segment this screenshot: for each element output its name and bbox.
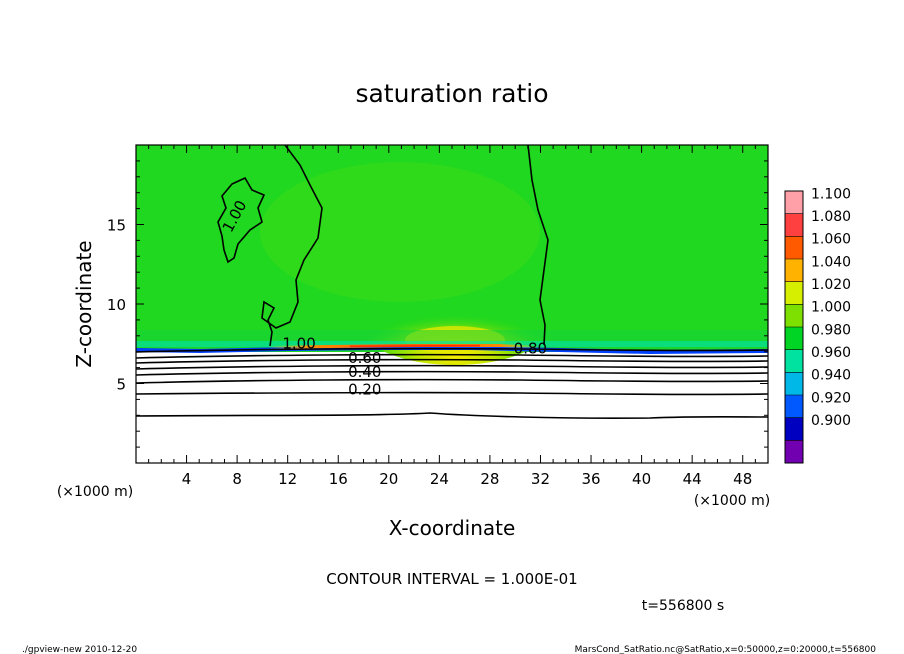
- contour-label: 0.40: [348, 363, 381, 381]
- colorbar-level-label: 1.060: [811, 232, 851, 248]
- colorbar-swatch: [785, 349, 803, 373]
- contour-label: 0.20: [348, 381, 381, 399]
- y-tick-label: 15: [107, 217, 126, 235]
- colorbar-level-label: 1.020: [811, 277, 851, 293]
- colorbar-level-label: 0.940: [811, 368, 851, 384]
- colorbar-level-label: 1.080: [811, 209, 851, 225]
- time-text: t=556800 s: [642, 598, 724, 614]
- colorbar-swatch: [785, 259, 803, 283]
- contour-left-1.00: [261, 145, 323, 347]
- x-unit-right: (×1000 m): [694, 493, 770, 509]
- x-tick-label: 48: [733, 470, 752, 488]
- contour-0.50: [136, 364, 768, 370]
- colorbar-level-label: 0.960: [811, 345, 851, 361]
- x-tick-label: 16: [329, 470, 348, 488]
- contour-0.10: [136, 412, 768, 419]
- contour-label: 0.80: [514, 339, 547, 357]
- x-tick-label: 28: [480, 470, 499, 488]
- colorbar-swatch: [785, 417, 803, 441]
- x-tick-label: 40: [632, 470, 651, 488]
- contour-closed-1.00: [217, 176, 266, 264]
- colorbar-swatch: [785, 372, 803, 396]
- footer-left: ./gpview-new 2010-12-20: [22, 645, 137, 654]
- colorbar: 1.100 1.080 1.060 1.040 1.020 1.000 0.980 0.960…: [784, 186, 851, 464]
- contour-lines: [136, 145, 768, 419]
- x-unit-left: (×1000 m): [57, 484, 133, 500]
- colorbar-level-label: 1.040: [811, 254, 851, 270]
- contour-right-1.00: [527, 145, 549, 346]
- x-axis-label: X-coordinate: [389, 516, 516, 540]
- colorbar-swatch: [785, 327, 803, 351]
- contour-0.60: [136, 358, 768, 364]
- contour-0.30: [136, 378, 768, 384]
- y-tick-label: 10: [107, 296, 126, 314]
- contour-label: 1.00: [282, 335, 315, 353]
- x-tick-label: 24: [430, 470, 449, 488]
- x-tick-label: 4: [182, 470, 192, 488]
- colorbar-level-label: 1.000: [811, 300, 851, 316]
- contour-label: 0.60: [348, 349, 381, 367]
- x-tick-label: 36: [581, 470, 600, 488]
- colorbar-swatch: [785, 213, 803, 237]
- colorbar-swatch: [785, 304, 803, 328]
- colorbar-level-label: 0.980: [811, 322, 851, 338]
- x-tick-label: 20: [379, 470, 398, 488]
- heatmap-field: 1.001.00 0.800.600.400.20: [136, 145, 768, 463]
- colorbar-level-label: 0.920: [811, 390, 851, 406]
- contour-0.20: [136, 391, 768, 396]
- colorbar-swatch: [785, 440, 803, 464]
- colorbar-swatch: [785, 395, 803, 419]
- colorbar-level-label: 1.100: [811, 186, 851, 202]
- contour-0.80: [136, 347, 768, 353]
- red-band: [350, 344, 480, 347]
- contour-0.70: [136, 353, 768, 359]
- footer-right: MarsCond_SatRatio.nc@SatRatio,x=0:50000,…: [575, 645, 877, 654]
- y-tick-label: 5: [116, 376, 126, 394]
- upper-greenish-patch: [260, 162, 540, 302]
- x-tick-label: 8: [232, 470, 242, 488]
- x-tick-label: 12: [278, 470, 297, 488]
- chart-title: saturation ratio: [355, 79, 548, 108]
- colorbar-swatch: [785, 281, 803, 305]
- x-tick-label: 44: [683, 470, 702, 488]
- colorbar-level-label: 0.900: [811, 413, 851, 429]
- colorbar-swatch: [785, 236, 803, 260]
- contour-interval-text: CONTOUR INTERVAL = 1.000E-01: [326, 570, 577, 588]
- contour-0.40: [136, 370, 768, 376]
- colorbar-swatch: [785, 191, 803, 215]
- y-axis-label: Z-coordinate: [72, 240, 96, 367]
- x-tick-label: 32: [531, 470, 550, 488]
